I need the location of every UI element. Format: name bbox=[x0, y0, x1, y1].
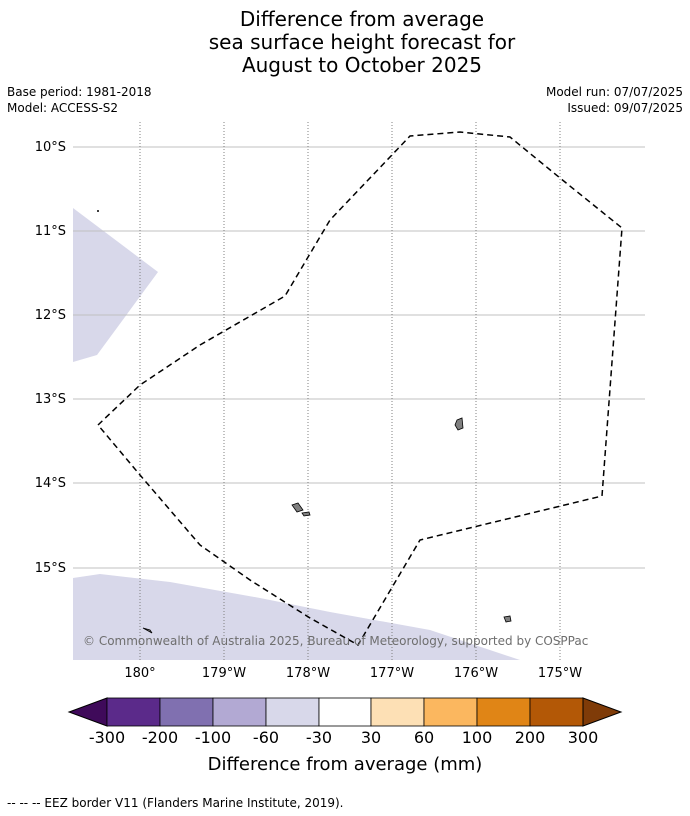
colorbar-tick-label: -100 bbox=[195, 728, 231, 747]
islands bbox=[142, 417, 512, 634]
anomaly-region-south bbox=[73, 574, 520, 660]
lon-label: 179°W bbox=[202, 666, 246, 681]
colorbar: -300 -200 -100 -60 -30 30 60 100 200 300… bbox=[67, 697, 623, 775]
colorbar-min-extension bbox=[67, 697, 108, 727]
lon-label: 177°W bbox=[370, 666, 414, 681]
model-run: Model run: 07/07/2025 bbox=[545, 85, 683, 99]
map-plot-area: © Commonwealth of Australia 2025, Bureau… bbox=[73, 122, 645, 660]
colorbar-swatch bbox=[212, 697, 267, 727]
colorbar-tick-label: -200 bbox=[142, 728, 178, 747]
map-title: Difference from average sea surface heig… bbox=[0, 8, 690, 77]
colorbar-ticks: -300 -200 -100 -60 -30 30 60 100 200 300 bbox=[89, 728, 598, 747]
lon-label: 178°W bbox=[286, 666, 330, 681]
lat-label: 11°S bbox=[35, 224, 66, 239]
colorbar-max-extension bbox=[582, 697, 623, 727]
island-alofi bbox=[301, 511, 311, 517]
colorbar-tick-label: -300 bbox=[89, 728, 125, 747]
meta-right: Model run: 07/07/2025 Issued: 09/07/2025 bbox=[546, 84, 683, 116]
copyright-text: © Commonwealth of Australia 2025, Bureau… bbox=[83, 634, 588, 648]
colorbar-tick-label: 30 bbox=[361, 728, 381, 747]
base-period: Base period: 1981-2018 bbox=[7, 85, 152, 99]
title-line-3: August to October 2025 bbox=[241, 53, 483, 77]
lat-label: 10°S bbox=[35, 140, 66, 155]
latitude-labels: 10°S 11°S 12°S 13°S 14°S 15°S bbox=[35, 140, 66, 576]
colorbar-swatch bbox=[265, 697, 320, 727]
lat-label: 13°S bbox=[35, 392, 66, 407]
colorbar-swatch bbox=[370, 697, 425, 727]
island-wallis bbox=[454, 417, 464, 431]
island-southwest bbox=[142, 627, 153, 634]
title-line-1: Difference from average bbox=[239, 7, 485, 31]
colorbar-tick-label: 200 bbox=[515, 728, 546, 747]
lat-label: 12°S bbox=[35, 308, 66, 323]
colorbar-tick-label: 100 bbox=[462, 728, 493, 747]
island-northwest-dot bbox=[97, 210, 99, 212]
island-futuna bbox=[291, 502, 304, 513]
longitude-labels: 180° 179°W 178°W 177°W 176°W 175°W bbox=[124, 666, 582, 681]
issued-date: Issued: 09/07/2025 bbox=[567, 101, 683, 115]
colorbar-tick-label: -60 bbox=[253, 728, 279, 747]
title-line-2: sea surface height forecast for bbox=[208, 30, 516, 54]
latitude-gridlines bbox=[73, 146, 645, 569]
eez-footnote: -- -- -- EEZ border V11 (Flanders Marine… bbox=[7, 796, 344, 810]
colorbar-tick-label: -30 bbox=[306, 728, 332, 747]
lon-label: 176°W bbox=[454, 666, 498, 681]
lon-label: 180° bbox=[124, 666, 155, 681]
colorbar-swatch bbox=[159, 697, 214, 727]
lon-label: 175°W bbox=[538, 666, 582, 681]
model-name: Model: ACCESS-S2 bbox=[7, 101, 119, 115]
lat-label: 14°S bbox=[35, 476, 66, 491]
lat-label: 15°S bbox=[35, 561, 66, 576]
colorbar-swatch bbox=[529, 697, 584, 727]
ocean-background bbox=[73, 122, 645, 660]
meta-left: Base period: 1981-2018 Model: ACCESS-S2 bbox=[7, 84, 152, 116]
colorbar-tick-label: 60 bbox=[414, 728, 434, 747]
eez-border bbox=[97, 131, 623, 647]
colorbar-label: Difference from average (mm) bbox=[208, 754, 483, 775]
colorbar-swatch bbox=[318, 697, 372, 727]
colorbar-swatch bbox=[423, 697, 478, 727]
island-southeast bbox=[503, 615, 512, 623]
colorbar-swatch bbox=[476, 697, 531, 727]
colorbar-swatch bbox=[106, 697, 161, 727]
anomaly-region-northwest bbox=[73, 208, 158, 362]
colorbar-tick-label: 300 bbox=[568, 728, 599, 747]
